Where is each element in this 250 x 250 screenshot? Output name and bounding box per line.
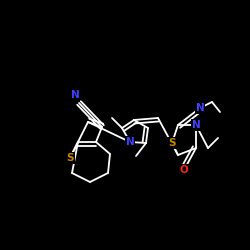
Text: N: N xyxy=(192,120,200,130)
Text: S: S xyxy=(66,153,74,163)
Text: N: N xyxy=(126,137,134,147)
Text: O: O xyxy=(180,165,188,175)
Text: S: S xyxy=(168,138,176,148)
Text: N: N xyxy=(196,103,204,113)
Text: N: N xyxy=(71,90,80,100)
